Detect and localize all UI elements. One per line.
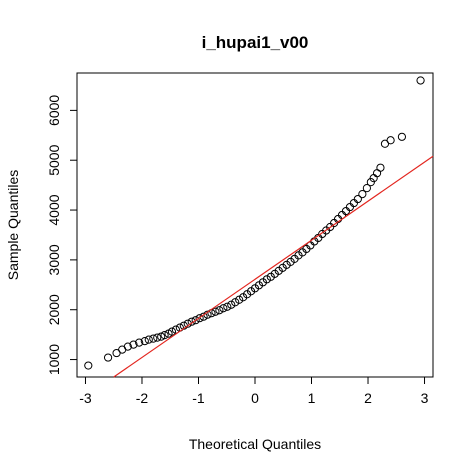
- data-points: [84, 76, 425, 370]
- y-tick-label: 2000: [46, 294, 62, 325]
- data-point: [191, 316, 200, 325]
- data-point: [211, 307, 220, 316]
- data-point: [153, 333, 162, 342]
- data-point: [376, 163, 385, 172]
- x-axis-label: Theoretical Quantiles: [189, 436, 321, 452]
- data-point: [129, 340, 138, 349]
- reference-line: [113, 155, 434, 378]
- data-point: [187, 317, 196, 326]
- x-tick-label: -3: [79, 390, 92, 406]
- data-point: [235, 295, 244, 304]
- data-point: [397, 132, 407, 141]
- data-point: [223, 302, 232, 311]
- y-tick-label: 4000: [46, 194, 62, 225]
- data-point: [341, 206, 351, 216]
- y-axis: 1000 2000 3000 4000 5000 6000: [46, 95, 78, 375]
- data-point: [362, 184, 371, 193]
- data-point: [84, 361, 93, 370]
- y-tick-label: 3000: [46, 244, 62, 275]
- data-point: [353, 194, 362, 204]
- data-point: [227, 300, 236, 309]
- data-point: [349, 198, 358, 208]
- data-point: [215, 306, 224, 315]
- x-tick-label: 2: [364, 390, 372, 406]
- data-point: [231, 298, 240, 307]
- y-tick-label: 6000: [46, 95, 62, 126]
- x-tick-label: 0: [251, 390, 259, 406]
- data-point: [135, 338, 144, 347]
- data-point: [144, 335, 153, 344]
- data-point: [123, 342, 132, 351]
- data-point: [416, 76, 425, 85]
- x-tick-label: 1: [308, 390, 316, 406]
- data-point: [149, 334, 158, 343]
- data-point: [386, 136, 395, 145]
- data-point: [358, 190, 367, 199]
- data-point: [160, 331, 169, 340]
- data-point: [195, 314, 204, 323]
- data-point: [103, 353, 113, 362]
- data-point: [262, 275, 271, 284]
- chart-title: i_hupai1_v00: [202, 33, 309, 52]
- x-tick-label: -2: [136, 390, 149, 406]
- y-tick-label: 1000: [46, 344, 62, 375]
- data-point: [219, 304, 228, 313]
- x-axis: -3 -2 -1 0 1 2 3: [79, 376, 429, 406]
- y-axis-label: Sample Quantiles: [5, 170, 21, 281]
- y-tick-label: 5000: [46, 144, 62, 175]
- plot-frame: [76, 72, 434, 378]
- data-point: [345, 202, 355, 212]
- data-point: [171, 325, 180, 334]
- data-point: [167, 327, 177, 336]
- x-tick-label: 3: [421, 390, 429, 406]
- data-point: [372, 169, 382, 178]
- x-tick-label: -1: [192, 390, 205, 406]
- data-point: [140, 337, 149, 346]
